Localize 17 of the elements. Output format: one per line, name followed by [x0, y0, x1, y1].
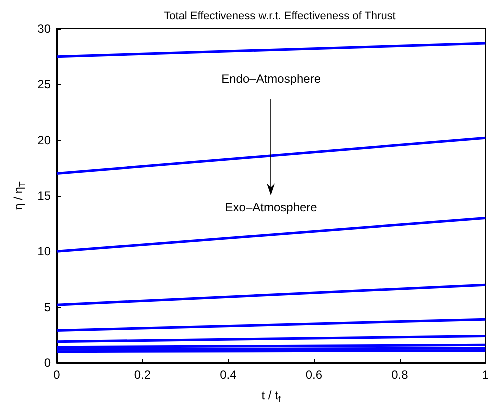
y-axis-title: η / ηT	[11, 181, 28, 210]
y-tick-label: 30	[38, 22, 52, 36]
x-tick-label: 0.4	[220, 368, 238, 382]
x-tick-label: 0	[54, 368, 61, 382]
y-tick-label: 0	[44, 356, 52, 370]
y-tick-label: 15	[38, 189, 52, 203]
chart-title: Total Effectiveness w.r.t. Effectiveness of Thrust	[164, 10, 396, 22]
y-tick-label: 10	[38, 244, 52, 259]
x-tick-label: 0.2	[134, 368, 152, 382]
x-tick-label: 1	[482, 368, 490, 382]
y-tick-label: 25	[38, 78, 52, 92]
y-tick-label: 5	[44, 300, 52, 314]
y-tick-label: 20	[38, 133, 52, 148]
x-tick-label: 0.8	[392, 368, 409, 382]
annotation: Endo–Atmosphere	[222, 72, 322, 86]
x-tick-label: 0.6	[306, 368, 323, 382]
annotation: Exo–Atmosphere	[225, 200, 318, 215]
